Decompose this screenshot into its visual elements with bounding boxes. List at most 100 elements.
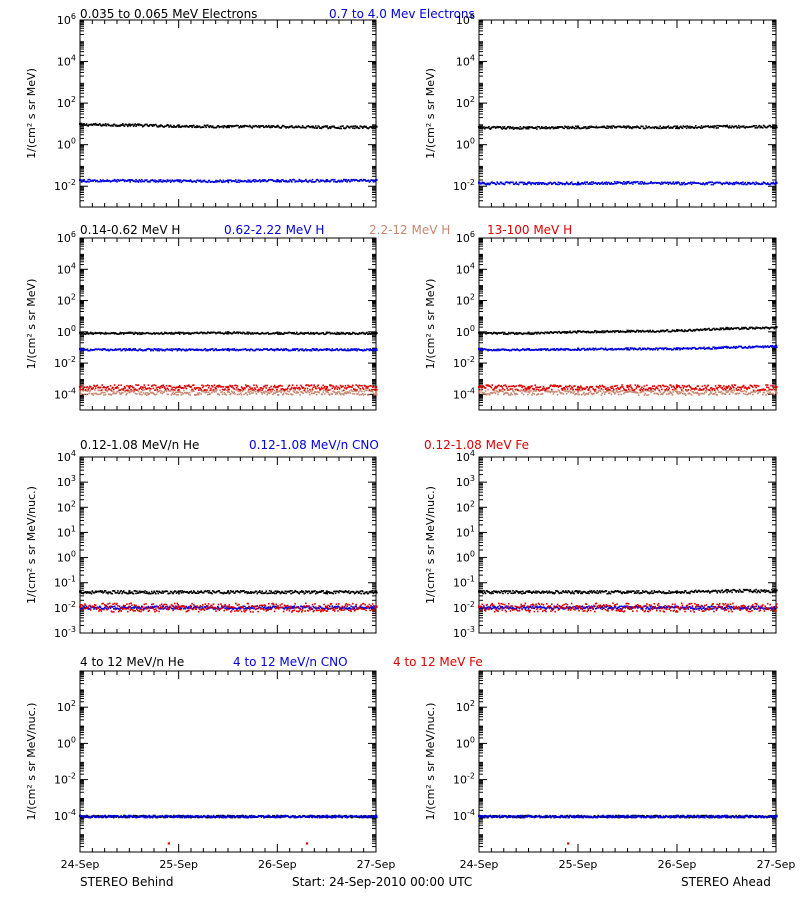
data-point	[584, 394, 586, 396]
data-point	[627, 180, 630, 183]
data-point	[84, 333, 87, 336]
data-point	[358, 384, 361, 387]
data-point	[551, 348, 554, 350]
data-point	[164, 388, 167, 391]
data-point	[250, 332, 253, 335]
data-point	[773, 327, 776, 330]
data-point	[493, 182, 495, 184]
data-point	[615, 390, 618, 393]
data-point	[91, 392, 94, 395]
data-point	[641, 390, 644, 393]
data-point	[219, 348, 221, 351]
data-point	[549, 127, 551, 130]
data-point	[664, 390, 666, 392]
data-point	[285, 348, 287, 350]
data-point	[120, 332, 123, 335]
data-point	[775, 124, 778, 128]
data-point	[655, 331, 657, 333]
data-point	[267, 388, 270, 391]
data-point	[502, 333, 505, 335]
data-point	[138, 392, 141, 395]
data-point	[222, 333, 225, 335]
data-point	[234, 125, 236, 127]
data-point	[512, 128, 515, 130]
data-point	[249, 386, 251, 388]
data-point	[524, 332, 527, 335]
data-point	[192, 332, 194, 334]
data-point	[365, 387, 367, 389]
data-point	[296, 348, 298, 350]
data-point	[162, 349, 165, 351]
data-point	[643, 181, 646, 184]
data-point	[722, 125, 724, 128]
data-point	[740, 327, 743, 330]
data-point	[323, 348, 325, 351]
data-point	[713, 327, 715, 330]
data-point	[259, 333, 262, 335]
data-point	[702, 182, 704, 184]
data-point	[690, 125, 693, 128]
data-point	[743, 182, 746, 185]
data-point	[155, 348, 158, 351]
data-point	[216, 384, 219, 387]
data-point	[598, 126, 601, 129]
data-point	[347, 348, 349, 350]
data-point	[181, 332, 184, 334]
data-point	[562, 127, 565, 130]
data-point	[373, 394, 376, 396]
data-point	[218, 349, 221, 352]
data-point	[608, 348, 611, 351]
data-point	[314, 391, 317, 393]
data-point	[375, 178, 378, 182]
data-point	[770, 126, 772, 128]
data-point	[112, 332, 114, 335]
data-point	[329, 332, 332, 335]
data-point	[323, 387, 325, 389]
data-point	[307, 125, 310, 127]
data-point	[301, 348, 304, 350]
data-point	[145, 179, 148, 181]
data-point	[710, 392, 713, 394]
data-point	[242, 180, 245, 183]
data-point	[356, 179, 358, 182]
data-point	[366, 333, 369, 335]
data-point	[248, 348, 250, 351]
data-point	[94, 389, 96, 391]
data-point	[119, 393, 122, 396]
data-point	[638, 347, 641, 349]
data-point	[89, 385, 91, 388]
data-point	[338, 392, 341, 394]
data-point	[661, 393, 664, 396]
data-point	[481, 332, 484, 335]
data-point	[692, 182, 695, 184]
data-point	[579, 331, 582, 333]
data-point	[760, 183, 762, 186]
data-point	[618, 390, 621, 393]
data-point	[182, 348, 184, 351]
data-point	[522, 332, 525, 335]
data-point	[80, 332, 83, 334]
data-point	[598, 348, 601, 350]
data-point	[689, 125, 691, 128]
data-point	[336, 348, 339, 350]
data-point	[130, 331, 132, 334]
data-point	[587, 393, 589, 396]
data-point	[337, 180, 339, 182]
data-point	[566, 182, 569, 185]
data-point	[319, 388, 321, 391]
data-point	[701, 127, 704, 129]
data-point	[722, 182, 724, 185]
data-point	[270, 391, 273, 393]
data-point	[772, 388, 775, 391]
data-point	[748, 181, 751, 184]
data-point	[126, 392, 128, 395]
data-point	[174, 180, 177, 182]
data-point	[570, 391, 572, 394]
data-point	[673, 125, 676, 128]
data-point	[267, 180, 269, 182]
data-point	[596, 183, 599, 186]
data-point	[707, 125, 709, 127]
data-point	[151, 384, 154, 387]
data-point	[499, 390, 502, 392]
data-point	[704, 182, 707, 185]
